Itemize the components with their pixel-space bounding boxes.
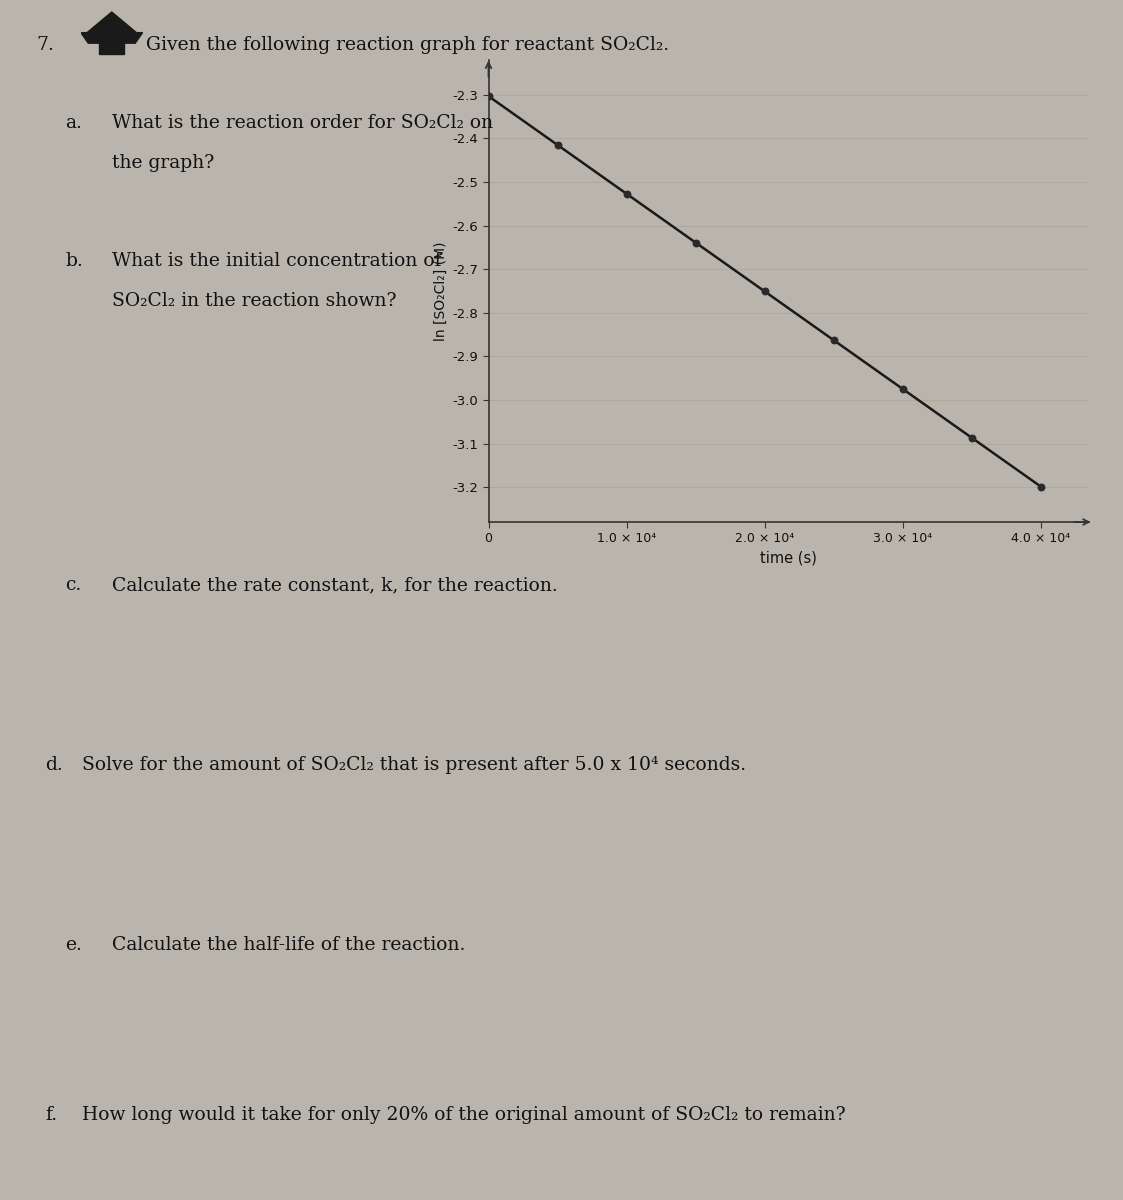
Text: the graph?: the graph? [112,154,214,172]
Point [480,86,497,106]
Polygon shape [81,32,143,43]
Polygon shape [99,43,124,54]
Text: a.: a. [65,114,82,132]
Text: 7.: 7. [36,36,54,54]
Y-axis label: ln [SO₂Cl₂] (M): ln [SO₂Cl₂] (M) [435,241,448,341]
Point [824,331,842,350]
Text: d.: d. [45,756,63,774]
Point [548,136,566,155]
Text: e.: e. [65,936,82,954]
Text: SO₂Cl₂ in the reaction shown?: SO₂Cl₂ in the reaction shown? [112,292,396,310]
Point [756,282,774,301]
Text: Calculate the rate constant, k, for the reaction.: Calculate the rate constant, k, for the … [112,576,558,594]
Text: c.: c. [65,576,81,594]
Point [1032,478,1050,497]
Text: How long would it take for only 20% of the original amount of SO₂Cl₂ to remain?: How long would it take for only 20% of t… [82,1106,846,1124]
Point [962,428,980,448]
Text: b.: b. [65,252,83,270]
Point [686,233,704,252]
Text: f.: f. [45,1106,57,1124]
Text: Given the following reaction graph for reactant SO₂Cl₂.: Given the following reaction graph for r… [146,36,669,54]
Polygon shape [88,12,137,49]
Text: What is the reaction order for SO₂Cl₂ on: What is the reaction order for SO₂Cl₂ on [112,114,493,132]
X-axis label: time (s): time (s) [760,551,818,566]
Text: Solve for the amount of SO₂Cl₂ that is present after 5.0 x 10⁴ seconds.: Solve for the amount of SO₂Cl₂ that is p… [82,756,746,774]
Point [618,185,636,204]
Text: What is the initial concentration of: What is the initial concentration of [112,252,441,270]
Point [894,379,912,398]
Text: Calculate the half-life of the reaction.: Calculate the half-life of the reaction. [112,936,466,954]
